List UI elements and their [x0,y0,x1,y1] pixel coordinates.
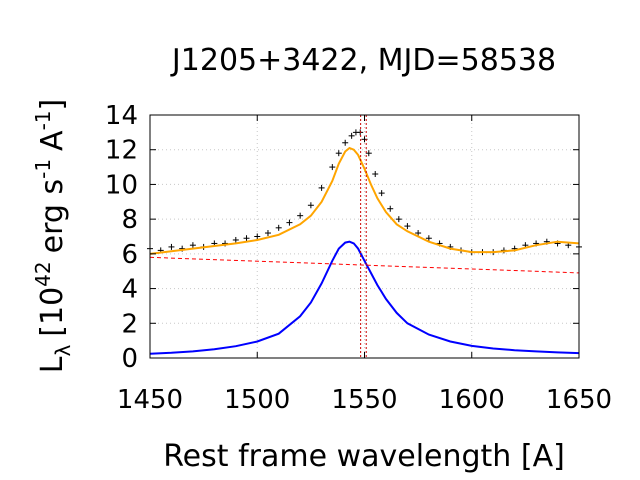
y-label-mid2: A [35,130,70,151]
data-point [387,205,394,212]
data-point [286,219,293,226]
data-point [232,236,239,243]
data-point [275,224,282,231]
data-point [378,190,385,197]
series-line-3 [149,256,580,274]
data-point [415,230,422,237]
y-tick-label: 4 [121,275,138,305]
y-label-exp3: -1 [31,110,55,130]
data-point [254,233,261,240]
data-point [372,171,379,178]
data-point [264,230,271,237]
data-point [329,164,336,171]
data-point [335,150,342,157]
y-label-mid: erg s [35,179,70,253]
y-tick-label: 8 [121,205,138,235]
reference-lines [360,115,367,358]
y-label-base: L [35,356,70,373]
data-point [307,202,314,209]
x-tick-label: 1550 [331,385,397,415]
y-tick-label: 0 [121,344,138,374]
y-tick-label: 10 [105,170,138,200]
series-line-1 [149,146,580,255]
data-point [297,212,304,219]
data-point [318,184,325,191]
data-point [425,235,432,242]
x-tick-label: 1650 [546,385,612,415]
y-axis-label: Lλ[1042erg s-1A-1] [31,99,75,374]
grid-lines [150,115,579,358]
y-label-exp1: 42 [31,261,55,286]
data-point [395,216,402,223]
y-tick-label: 14 [105,101,138,131]
data-point [404,223,411,230]
data-series [147,129,582,355]
data-point [365,150,372,157]
y-tick-label: 6 [121,240,138,270]
data-point [348,132,355,139]
series-line-2 [149,240,580,355]
data-point [189,242,196,249]
y-axis-ticks: 0 2 4 6 8 10 12 14 [105,101,579,374]
y-label-exp2: -1 [31,159,55,179]
y-label-sub: λ [51,345,75,357]
data-point [243,235,250,242]
x-axis-label: Rest frame wavelength [A] [163,439,565,474]
data-point [342,139,349,146]
x-tick-label: 1500 [224,385,290,415]
data-point [168,243,175,250]
x-tick-label: 1600 [439,385,505,415]
y-tick-label: 12 [105,136,138,166]
x-axis-ticks: 1450 1500 1550 1600 1650 [117,115,612,415]
y-tick-label: 2 [121,309,138,339]
y-label-pre: [10 [35,287,70,337]
y-label-post: ] [35,99,70,111]
x-tick-label: 1450 [117,385,183,415]
chart-title: J1205+3422, MJD=58538 [170,43,556,78]
